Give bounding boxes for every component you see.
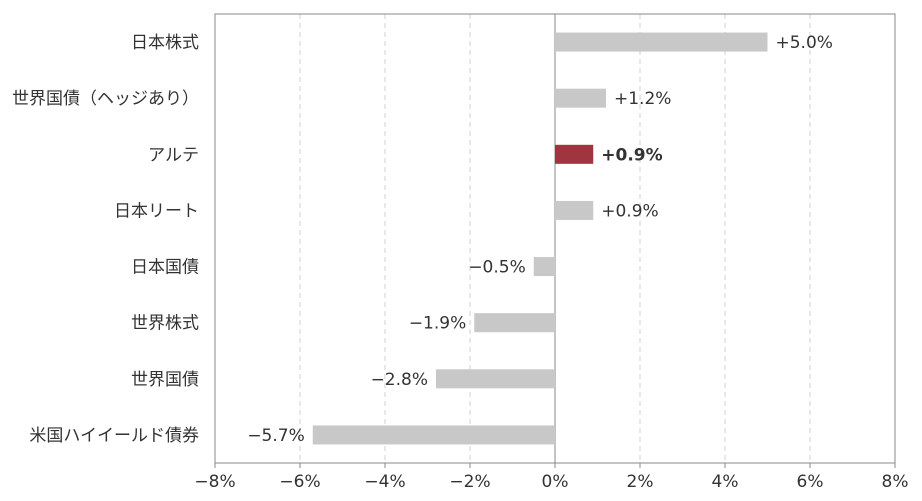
value-label: −1.9% [409,314,466,334]
value-label: +0.9% [601,145,662,165]
bar-highlight [555,144,594,164]
value-label: +0.9% [601,201,658,221]
category-label: 世界国債 [131,370,199,390]
value-label: −0.5% [468,258,525,278]
category-label: 世界株式 [131,314,199,334]
x-tick-label: 2% [627,472,654,492]
category-label: アルテ [148,145,199,165]
x-tick-label: 6% [797,472,824,492]
category-label: 日本国債 [131,258,199,278]
value-label: −5.7% [247,426,304,446]
bar [474,313,555,333]
category-label: 日本株式 [131,33,199,53]
bar [312,425,555,445]
bar [533,257,555,277]
category-label: 世界国債（ヘッジあり） [12,89,199,109]
x-tick-label: −2% [449,472,490,492]
category-label: 米国ハイイールド債券 [29,426,199,446]
bar [555,32,768,52]
value-label: −2.8% [371,370,428,390]
x-tick-label: −8% [194,472,235,492]
x-tick-label: −6% [279,472,320,492]
x-tick-label: 0% [542,472,569,492]
category-label: 日本リート [114,201,199,221]
bar [555,88,606,108]
x-tick-label: −4% [364,472,405,492]
bar [555,200,594,220]
x-tick-label: 8% [882,472,909,492]
x-tick-label: 4% [712,472,739,492]
value-label: +5.0% [776,33,833,53]
value-label: +1.2% [614,89,671,109]
bar [436,369,555,389]
